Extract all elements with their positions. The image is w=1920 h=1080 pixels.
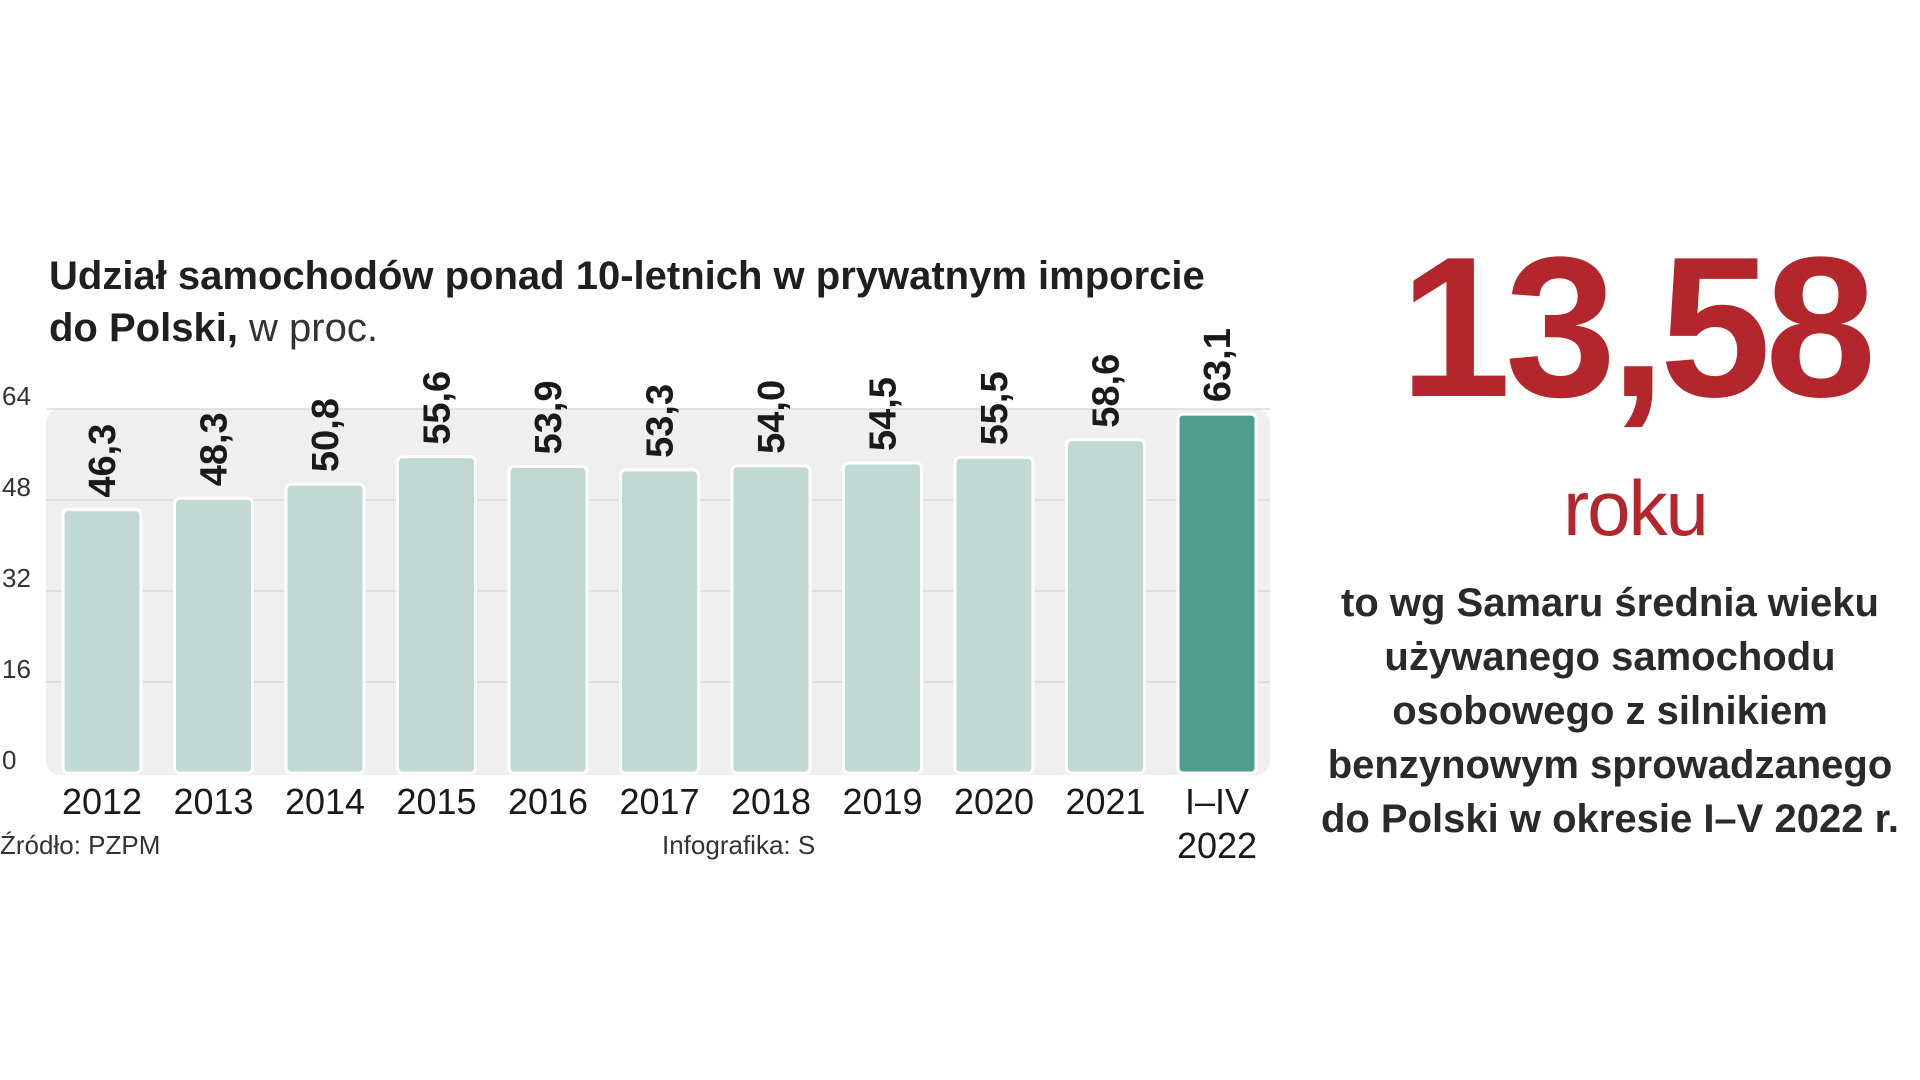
x-tick-label: 2017 [619, 781, 699, 822]
bar-value-label: 63,1 [1197, 328, 1239, 402]
bar [1065, 438, 1146, 775]
bar-value-label: 54,5 [863, 377, 905, 451]
x-tick-label: 2018 [731, 781, 811, 822]
bar-value-label: 55,5 [974, 371, 1016, 445]
bar [730, 464, 812, 775]
bar [1176, 412, 1258, 775]
chart-title-bold-part: do Polski, [49, 306, 238, 350]
y-tick-label: 64 [2, 381, 31, 411]
x-tick-label: I–IV [1185, 781, 1249, 822]
chart-title: Udział samochodów ponad 10-letnich w pry… [49, 250, 1269, 354]
infobox-unit: roku [1563, 464, 1709, 552]
bar-chart: 0 16 32 48 64 46,3 2012 48,3 2013 50,8 2014 55,6 201… [2, 328, 1270, 866]
x-tick-label: 2019 [842, 781, 922, 822]
y-tick-label: 48 [2, 472, 31, 502]
bar-value-label: 48,3 [194, 412, 236, 486]
infobox-description: to wg Samaru średnia wieku używanego sam… [1320, 581, 1900, 841]
bar [61, 508, 143, 775]
infobox-number: 13,58 [1399, 216, 1877, 439]
chart-title-line-1: Udział samochodów ponad 10-letnich w pry… [49, 254, 1205, 298]
x-tick-label: 2013 [173, 781, 253, 822]
x-tick-label: 2014 [285, 781, 365, 822]
bar-value-label: 46,3 [82, 424, 124, 498]
bar [173, 496, 254, 775]
bar [842, 461, 923, 775]
credit-label: Infografika: S [662, 830, 816, 860]
bar [619, 468, 700, 775]
x-tick-label: 2012 [62, 781, 142, 822]
chart-title-line-2: do Polski, w proc. [49, 302, 1269, 354]
bar [953, 455, 1035, 775]
bar-value-label: 50,8 [305, 398, 347, 472]
bar [396, 455, 477, 775]
bar-value-label: 55,6 [417, 371, 459, 445]
y-tick-label: 16 [2, 654, 31, 684]
chart-title-unit: w proc. [237, 306, 378, 350]
source-label: Źródło: PZPM [0, 830, 161, 860]
bar [507, 464, 589, 775]
y-tick-label: 0 [2, 745, 16, 775]
bar [284, 482, 366, 775]
bar-value-label: 53,3 [640, 384, 682, 458]
y-tick-label: 32 [2, 563, 31, 593]
x-tick-label: 2021 [1065, 781, 1145, 822]
bar-value-label: 58,6 [1086, 354, 1128, 428]
bar-value-label: 54,0 [751, 380, 793, 454]
x-tick-label: 2015 [396, 781, 476, 822]
bar-value-label: 53,9 [528, 380, 570, 454]
x-tick-label: 2020 [954, 781, 1034, 822]
x-tick-label: 2016 [508, 781, 588, 822]
x-tick-label: 2022 [1177, 825, 1257, 866]
